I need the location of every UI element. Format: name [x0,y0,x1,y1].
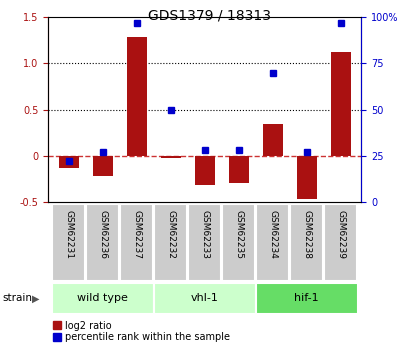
Bar [291,204,323,281]
Bar [257,204,289,281]
Text: GSM62234: GSM62234 [268,210,277,259]
Bar [52,204,85,281]
Bar [194,156,215,185]
Bar [223,204,255,281]
Bar [52,283,154,314]
Bar [126,37,147,156]
Text: wild type: wild type [77,294,128,303]
Text: GDS1379 / 18313: GDS1379 / 18313 [149,9,271,23]
Text: GSM62235: GSM62235 [234,210,243,259]
Legend: log2 ratio, percentile rank within the sample: log2 ratio, percentile rank within the s… [53,321,230,343]
Bar [189,204,221,281]
Text: GSM62238: GSM62238 [302,210,311,259]
Text: hif-1: hif-1 [294,294,319,303]
Bar [256,283,358,314]
Bar [331,52,351,156]
Text: strain: strain [2,294,32,303]
Bar [87,204,119,281]
Text: GSM62237: GSM62237 [132,210,141,259]
Text: GSM62236: GSM62236 [98,210,107,259]
Bar [155,204,187,281]
Bar [228,156,249,184]
Text: GSM62233: GSM62233 [200,210,209,259]
Bar [58,156,79,168]
Bar [297,156,317,199]
Text: ▶: ▶ [32,294,40,303]
Text: GSM62231: GSM62231 [64,210,73,259]
Text: GSM62232: GSM62232 [166,210,175,259]
Text: vhl-1: vhl-1 [191,294,219,303]
Text: GSM62239: GSM62239 [336,210,345,259]
Bar [262,124,283,156]
Bar [325,204,357,281]
Bar [121,204,153,281]
Bar [154,283,256,314]
Bar [92,156,113,176]
Bar [160,156,181,158]
